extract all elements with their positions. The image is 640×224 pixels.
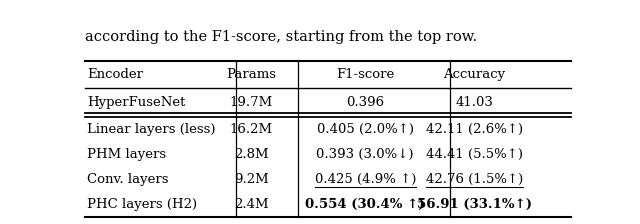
Text: Encoder: Encoder bbox=[88, 68, 143, 81]
Text: 2.8M: 2.8M bbox=[234, 148, 268, 161]
Text: 42.76 (1.5%↑): 42.76 (1.5%↑) bbox=[426, 173, 523, 186]
Text: 9.2M: 9.2M bbox=[234, 173, 269, 186]
Text: HyperFuseNet: HyperFuseNet bbox=[88, 96, 186, 109]
Text: 44.41 (5.5%↑): 44.41 (5.5%↑) bbox=[426, 148, 523, 161]
Text: Conv. layers: Conv. layers bbox=[88, 173, 169, 186]
Text: 56.91 (33.1%↑): 56.91 (33.1%↑) bbox=[417, 198, 532, 211]
Text: Params: Params bbox=[226, 68, 276, 81]
Text: F1-score: F1-score bbox=[336, 68, 394, 81]
Text: Linear layers (less): Linear layers (less) bbox=[88, 123, 216, 136]
Text: PHM layers: PHM layers bbox=[88, 148, 166, 161]
Text: 2.4M: 2.4M bbox=[234, 198, 268, 211]
Text: 19.7M: 19.7M bbox=[230, 96, 273, 109]
Text: according to the F1-score, starting from the top row.: according to the F1-score, starting from… bbox=[85, 30, 477, 44]
Text: 0.396: 0.396 bbox=[346, 96, 384, 109]
Text: 0.554 (30.4% ↑): 0.554 (30.4% ↑) bbox=[305, 198, 425, 211]
Text: 0.425 (4.9% ↑): 0.425 (4.9% ↑) bbox=[314, 173, 416, 186]
Text: 16.2M: 16.2M bbox=[230, 123, 273, 136]
Text: Accuracy: Accuracy bbox=[444, 68, 506, 81]
Text: 41.03: 41.03 bbox=[456, 96, 493, 109]
Text: 0.405 (2.0%↑): 0.405 (2.0%↑) bbox=[317, 123, 413, 136]
Text: PHC layers (H2): PHC layers (H2) bbox=[88, 198, 198, 211]
Text: 0.393 (3.0%↓): 0.393 (3.0%↓) bbox=[316, 148, 414, 161]
Text: 42.11 (2.6%↑): 42.11 (2.6%↑) bbox=[426, 123, 523, 136]
